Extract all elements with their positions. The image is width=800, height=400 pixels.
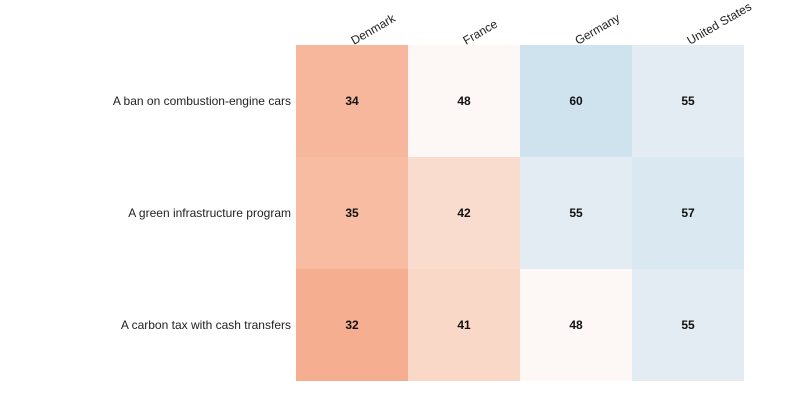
column-label: Germany bbox=[573, 11, 623, 48]
cell-value-label: 48 bbox=[569, 318, 583, 332]
cell-value-label: 60 bbox=[569, 94, 583, 108]
cell-value-label: 57 bbox=[681, 206, 695, 220]
heatmap-cell bbox=[296, 269, 408, 381]
cell-value-label: 34 bbox=[345, 94, 359, 108]
heatmap-cell bbox=[520, 157, 632, 269]
cell-value-label: 35 bbox=[345, 206, 359, 220]
heatmap-cell bbox=[520, 45, 632, 157]
column-label: Denmark bbox=[349, 11, 399, 48]
column-label: United States bbox=[685, 0, 754, 48]
row-label: A green infrastructure program bbox=[128, 206, 291, 220]
heatmap-value-labels: 34 48 60 55 35 42 55 57 32 41 48 55 bbox=[345, 94, 695, 332]
heatmap-cell bbox=[408, 157, 520, 269]
row-label: A carbon tax with cash transfers bbox=[121, 318, 291, 332]
cell-value-label: 32 bbox=[345, 318, 359, 332]
heatmap-cells bbox=[296, 45, 744, 381]
heatmap-cell bbox=[296, 45, 408, 157]
cell-value-label: 55 bbox=[681, 94, 695, 108]
cell-value-label: 55 bbox=[681, 318, 695, 332]
heatmap-cell bbox=[632, 157, 744, 269]
cell-value-label: 55 bbox=[569, 206, 583, 220]
heatmap-cell bbox=[408, 45, 520, 157]
heatmap-cell bbox=[632, 45, 744, 157]
row-labels: A ban on combustion-engine cars A green i… bbox=[113, 94, 291, 332]
heatmap-cell bbox=[408, 269, 520, 381]
row-label: A ban on combustion-engine cars bbox=[113, 94, 291, 108]
cell-value-label: 48 bbox=[457, 94, 471, 108]
heatmap-cell bbox=[296, 157, 408, 269]
cell-value-label: 41 bbox=[457, 318, 471, 332]
heatmap-cell bbox=[632, 269, 744, 381]
column-label: France bbox=[461, 17, 501, 48]
column-labels: Denmark France Germany United States bbox=[349, 0, 754, 48]
heatmap-cell bbox=[520, 269, 632, 381]
cell-value-label: 42 bbox=[457, 206, 471, 220]
